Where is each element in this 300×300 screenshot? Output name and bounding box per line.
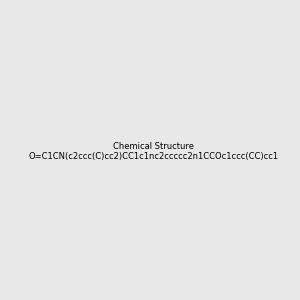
Text: Chemical Structure
O=C1CN(c2ccc(C)cc2)CC1c1nc2ccccc2n1CCOc1ccc(CC)cc1: Chemical Structure O=C1CN(c2ccc(C)cc2)CC… — [29, 142, 279, 161]
